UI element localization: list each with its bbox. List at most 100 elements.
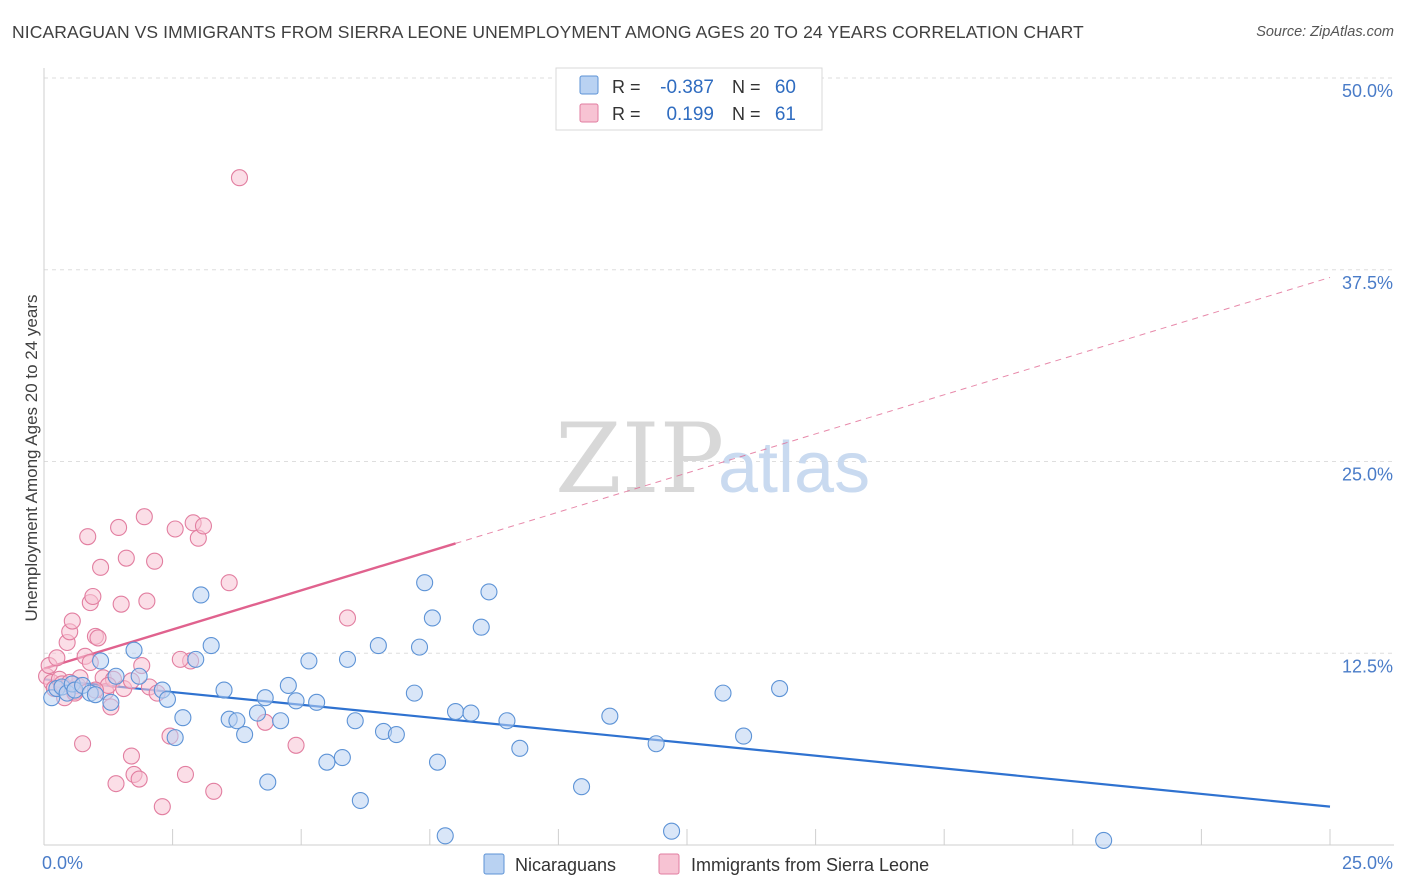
nicaraguans-point-47 [446, 702, 465, 721]
nicaraguans-point-49 [472, 618, 490, 636]
series-nicaraguans-points [43, 574, 1113, 849]
nicaraguans-point-27 [259, 773, 277, 791]
nicaraguans-point-24 [236, 726, 254, 744]
nicaraguans-point-60 [1095, 831, 1113, 849]
nicaraguans-point-51 [498, 712, 516, 730]
stats-pink-swatch [579, 103, 599, 123]
nicaraguans-point-9 [92, 652, 110, 670]
nicaraguans-point-8 [86, 686, 104, 704]
x-tick-label-1: 25.0% [1342, 853, 1393, 873]
axes [43, 68, 1394, 846]
y-tick-label-0: 12.5% [1342, 656, 1393, 676]
nicaraguans-point-11 [107, 667, 125, 685]
series-legend: Nicaraguans Immigrants from Sierra Leone [483, 853, 929, 875]
sierra-leone-point-4 [48, 649, 66, 667]
sierra-leone-point-38 [153, 798, 171, 816]
stats-blue-r-value: -0.387 [660, 77, 714, 98]
sierra-leone-point-28 [112, 595, 130, 613]
nicaraguans-point-13 [130, 667, 148, 685]
legend-nicaraguans-swatch [483, 853, 505, 875]
trend-line-nicaraguans [43, 678, 1331, 808]
sierra-leone-point-47 [220, 574, 238, 592]
nicaraguans-point-29 [279, 676, 297, 695]
sierra-leone-point-21 [92, 558, 110, 576]
nicaraguans-point-31 [300, 652, 318, 670]
nicaraguans-point-18 [187, 650, 205, 668]
nicaraguans-point-25 [248, 704, 267, 722]
sierra-leone-point-45 [194, 517, 213, 535]
trend-line-sierra-leone [43, 542, 456, 670]
legend-sierra-leone-label: Immigrants from Sierra Leone [691, 855, 929, 875]
nicaraguans-point-26 [256, 689, 274, 707]
sierra-leone-point-13 [74, 735, 92, 753]
sierra-leone-point-27 [110, 518, 128, 537]
sierra-leone-point-29 [117, 549, 135, 567]
sierra-leone-point-48 [230, 169, 249, 187]
nicaraguans-point-50 [480, 583, 498, 601]
nicaraguans-point-30 [287, 692, 305, 710]
nicaraguans-point-42 [410, 638, 429, 656]
nicaraguans-point-16 [166, 729, 184, 747]
x-tick-labels: 0.0% 25.0% [42, 853, 1393, 873]
sierra-leone-point-32 [130, 770, 148, 788]
stats-pink-r-value: 0.199 [666, 104, 714, 125]
y-tick-label-3: 50.0% [1342, 81, 1393, 101]
watermark-atlas: atlas [718, 428, 870, 508]
stats-blue-n-value: 60 [775, 77, 796, 98]
y-tick-labels: 12.5% 25.0% 37.5% 50.0% [1342, 81, 1393, 676]
series-sierra-leone-points [38, 169, 357, 816]
sierra-leone-point-35 [138, 592, 156, 610]
nicaraguans-point-48 [462, 704, 480, 722]
nicaraguans-point-41 [405, 684, 423, 702]
legend-nicaraguans-label: Nicaraguans [515, 855, 616, 875]
nicaraguans-point-55 [647, 735, 665, 753]
nicaraguans-point-10 [102, 693, 120, 711]
stats-blue-n-label: N = [732, 77, 761, 97]
sierra-leone-point-41 [176, 765, 195, 783]
stats-legend: R = -0.387 N = 60 R = 0.199 N = 61 [555, 67, 823, 131]
nicaraguans-point-57 [714, 684, 732, 702]
nicaraguans-point-28 [272, 712, 290, 730]
nicaraguans-point-58 [735, 727, 753, 745]
nicaraguans-point-20 [202, 637, 220, 655]
nicaraguans-point-35 [338, 650, 357, 668]
chart-title: NICARAGUAN VS IMMIGRANTS FROM SIERRA LEO… [12, 22, 1084, 42]
nicaraguans-point-52 [511, 739, 529, 757]
sierra-leone-point-30 [122, 747, 140, 765]
sierra-leone-point-9 [63, 612, 81, 630]
x-tick-label-0: 0.0% [42, 853, 83, 873]
sierra-leone-point-15 [79, 528, 97, 546]
nicaraguans-point-54 [601, 707, 619, 725]
stats-blue-swatch [579, 75, 599, 95]
sierra-leone-point-18 [84, 587, 102, 606]
nicaraguans-point-59 [771, 679, 789, 698]
stats-legend-box [555, 67, 823, 131]
nicaraguans-point-33 [318, 753, 336, 771]
y-tick-label-2: 37.5% [1342, 273, 1393, 293]
nicaraguans-point-15 [158, 690, 177, 708]
gridlines [44, 77, 1394, 654]
nicaraguans-point-38 [369, 637, 387, 655]
stats-pink-r-label: R = [612, 104, 641, 124]
nicaraguans-point-46 [436, 827, 454, 845]
y-tick-label-1: 25.0% [1342, 465, 1393, 485]
legend-sierra-leone-swatch [658, 853, 680, 875]
y-axis-label: Unemployment Among Ages 20 to 24 years [22, 295, 41, 622]
nicaraguans-point-34 [333, 749, 351, 767]
nicaraguans-point-37 [351, 791, 369, 810]
sierra-leone-point-20 [89, 629, 107, 647]
nicaraguans-point-44 [423, 609, 441, 627]
nicaraguans-point-19 [192, 586, 210, 604]
sierra-leone-point-34 [135, 508, 153, 526]
nicaraguans-point-32 [308, 693, 326, 711]
source-credit: Source: ZipAtlas.com [1256, 24, 1394, 40]
watermark-zip: ZIP [555, 403, 724, 515]
sierra-leone-point-40 [166, 520, 184, 538]
nicaraguans-point-40 [387, 726, 405, 744]
nicaraguans-point-17 [174, 709, 192, 727]
nicaraguans-point-53 [572, 778, 591, 796]
nicaraguans-point-23 [228, 712, 246, 730]
sierra-leone-point-51 [338, 609, 357, 627]
trend-line-sierra-leone-extension [455, 276, 1331, 544]
